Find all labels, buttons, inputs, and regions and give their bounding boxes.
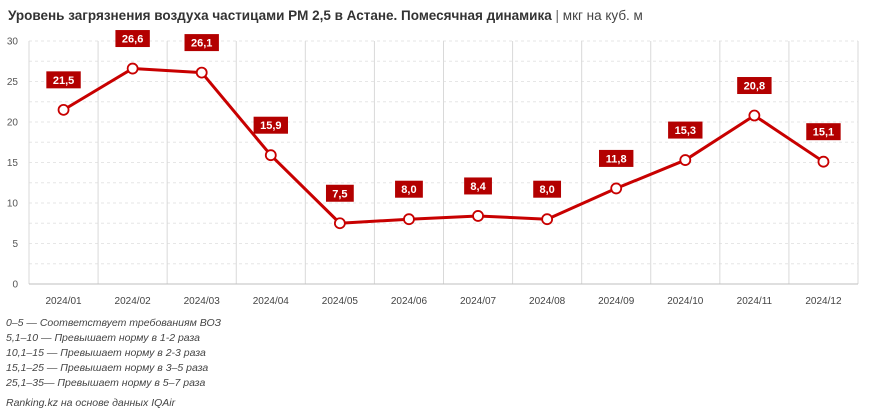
x-tick-label: 2024/01 xyxy=(45,296,82,307)
data-label: 8,0 xyxy=(401,184,416,196)
data-point xyxy=(333,217,346,230)
data-label-box xyxy=(184,34,219,52)
legend-item: 10,1–15 — Превышает норму в 2-3 раза xyxy=(6,347,206,359)
data-label: 15,1 xyxy=(813,127,834,139)
data-label-box xyxy=(806,123,841,141)
data-point xyxy=(541,213,554,226)
legend-item: 5,1–10 — Превышает норму в 1-2 раза xyxy=(6,332,201,344)
data-label: 15,3 xyxy=(675,125,696,137)
data-point xyxy=(126,62,139,75)
y-tick-label: 5 xyxy=(12,239,18,250)
y-tick-label: 20 xyxy=(7,118,19,129)
data-point xyxy=(264,149,277,162)
x-tick-label: 2024/05 xyxy=(322,296,359,307)
data-point xyxy=(57,103,70,116)
data-label: 8,0 xyxy=(539,184,554,196)
data-label: 11,8 xyxy=(606,153,627,165)
data-label: 26,1 xyxy=(191,38,212,50)
data-label-box xyxy=(668,121,703,139)
data-label: 7,5 xyxy=(332,188,347,200)
data-point xyxy=(817,155,830,168)
data-label-box xyxy=(253,116,288,134)
data-label-box xyxy=(46,71,81,89)
data-point xyxy=(679,154,692,166)
chart-title-separator: | xyxy=(555,8,560,23)
legend-item: 0–5 — Соответствует требованиям ВОЗ xyxy=(6,317,222,329)
x-tick-label: 2024/04 xyxy=(253,296,290,307)
y-tick-label: 30 xyxy=(7,37,19,48)
data-point xyxy=(610,182,623,195)
data-label: 20,8 xyxy=(744,81,765,93)
y-tick-label: 0 xyxy=(12,280,18,291)
chart-title-unit: мкг на куб. м xyxy=(562,8,643,23)
legend: 0–5 — Соответствует требованиям ВОЗ 5,1–… xyxy=(6,316,221,391)
data-label: 15,9 xyxy=(260,120,281,132)
chart-title: Уровень загрязнения воздуха частицами PM… xyxy=(8,8,643,23)
y-tick-label: 10 xyxy=(7,199,19,210)
data-label-box xyxy=(325,184,354,202)
x-tick-label: 2024/09 xyxy=(598,296,635,307)
x-tick-label: 2024/03 xyxy=(184,296,221,307)
data-label-box xyxy=(533,180,562,198)
data-point xyxy=(472,210,484,222)
data-point xyxy=(748,109,761,122)
data-label-box xyxy=(115,30,150,48)
data-label-box xyxy=(737,77,772,95)
data-label: 8,4 xyxy=(470,181,486,193)
x-tick-label: 2024/10 xyxy=(667,296,704,307)
data-label: 21,5 xyxy=(53,75,74,87)
x-tick-label: 2024/02 xyxy=(115,296,152,307)
data-label: 26,6 xyxy=(122,34,143,46)
x-tick-label: 2024/07 xyxy=(460,296,497,307)
data-label-box xyxy=(395,180,423,198)
data-point xyxy=(195,66,208,79)
chart-title-main: Уровень загрязнения воздуха частицами PM… xyxy=(8,8,552,23)
x-tick-label: 2024/11 xyxy=(737,296,773,307)
x-tick-label: 2024/12 xyxy=(805,296,842,307)
data-label-box xyxy=(599,149,634,167)
legend-item: 15,1–25 — Превышает норму в 3–5 раза xyxy=(6,362,209,374)
x-tick-label: 2024/06 xyxy=(391,296,428,307)
x-tick-label: 2024/08 xyxy=(529,296,566,307)
source-note: Ranking.kz на основе данных IQAir xyxy=(6,397,176,409)
y-tick-label: 15 xyxy=(7,158,19,169)
data-point xyxy=(403,213,415,226)
y-tick-label: 25 xyxy=(7,77,19,88)
series-line xyxy=(62,67,825,225)
data-label-box xyxy=(464,177,492,195)
legend-item: 25,1–35— Превышает норму в 5–7 раза xyxy=(6,377,206,389)
